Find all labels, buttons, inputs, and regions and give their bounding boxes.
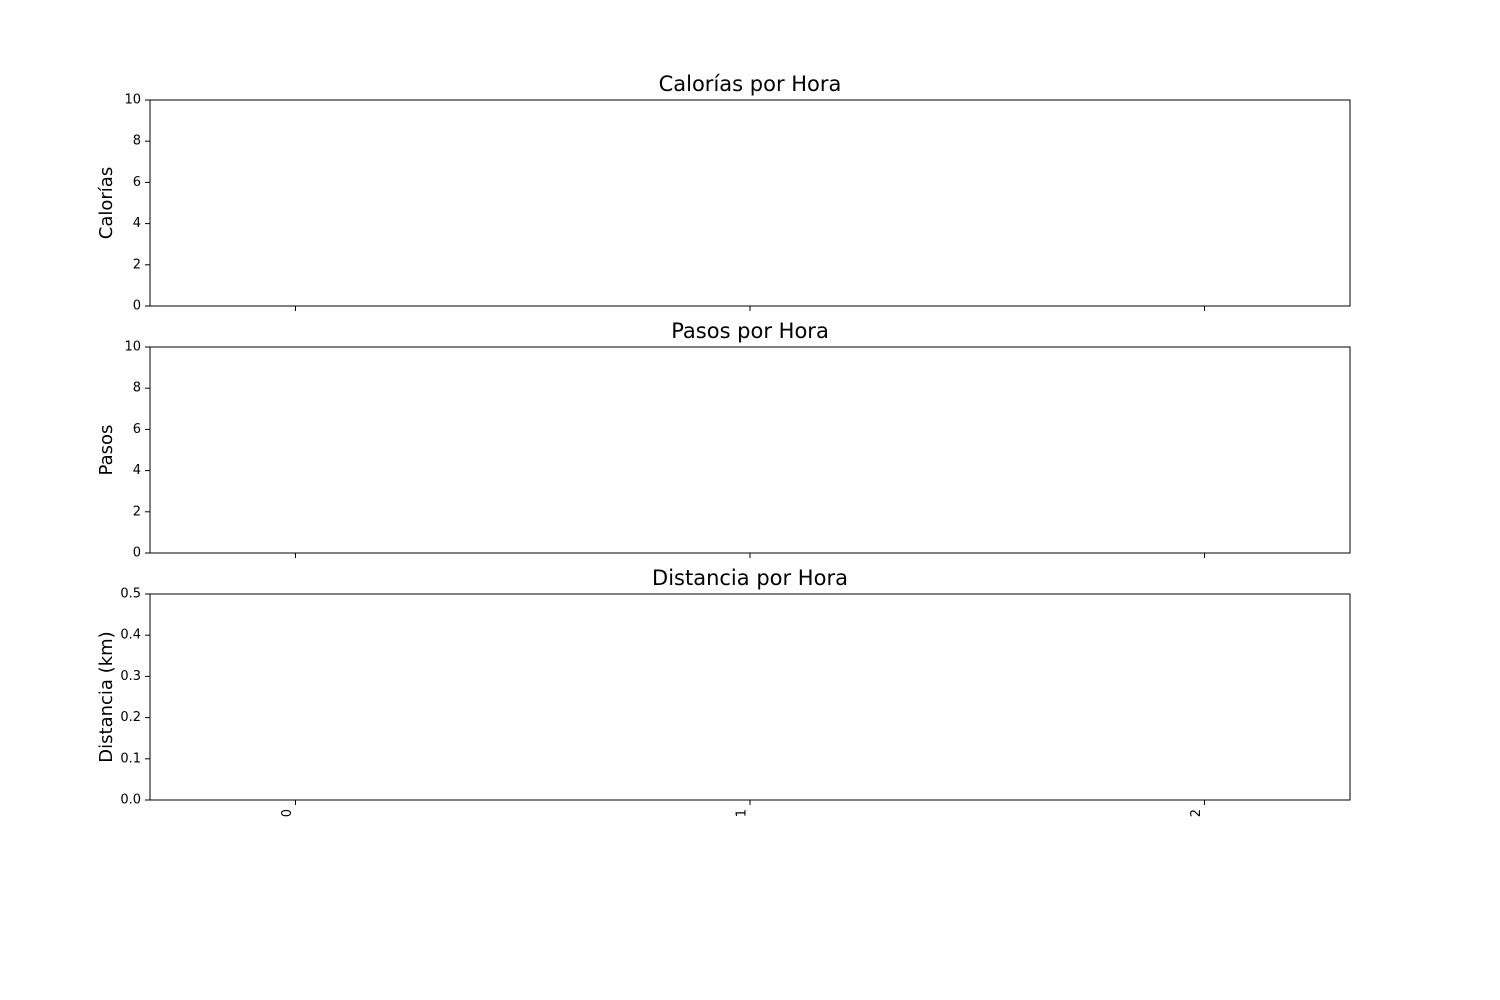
y-tick-label: 10 [124, 93, 141, 108]
y-tick-label: 0.4 [120, 628, 141, 643]
y-tick-label: 0.5 [120, 587, 141, 602]
y-tick-label: 0 [133, 546, 141, 561]
subplot: Calorías por Hora Calorías 0 2 4 6 8 10 [96, 72, 1351, 314]
y-tick-label: 8 [133, 381, 141, 396]
y-tick-label: 6 [133, 422, 141, 437]
y-axis-label: Calorías [96, 167, 117, 239]
plot-frame [149, 99, 1351, 307]
y-tick-label: 4 [133, 463, 141, 478]
y-tick-label: 2 [133, 504, 141, 519]
y-tick-label: 0.2 [120, 710, 141, 725]
y-axis-label: Pasos [96, 425, 117, 476]
y-axis-label: Distancia (km) [96, 631, 117, 762]
subplot: Pasos por Hora Pasos 0 2 4 6 8 10 [96, 319, 1351, 561]
y-tick-label: 2 [133, 257, 141, 272]
y-tick-label: 0 [133, 299, 141, 314]
chart-title: Distancia por Hora [652, 566, 848, 590]
x-tick-label: 2 [1189, 809, 1204, 817]
x-tick-label: 0 [280, 809, 295, 817]
chart-title: Pasos por Hora [671, 319, 829, 343]
y-tick-label: 10 [124, 340, 141, 355]
x-tick-label: 1 [735, 809, 750, 817]
chart-title: Calorías por Hora [659, 72, 842, 96]
y-tick-label: 8 [133, 134, 141, 149]
y-tick-label: 4 [133, 216, 141, 231]
y-tick-label: 6 [133, 175, 141, 190]
subplot: Distancia por Hora Distancia (km) 0.0 0.1 0.… [96, 566, 1351, 817]
plot-frame [149, 593, 1351, 801]
y-tick-label: 0.0 [120, 793, 141, 808]
y-tick-label: 0.3 [120, 669, 141, 684]
plot-frame [149, 346, 1351, 554]
y-tick-label: 0.1 [120, 751, 141, 766]
